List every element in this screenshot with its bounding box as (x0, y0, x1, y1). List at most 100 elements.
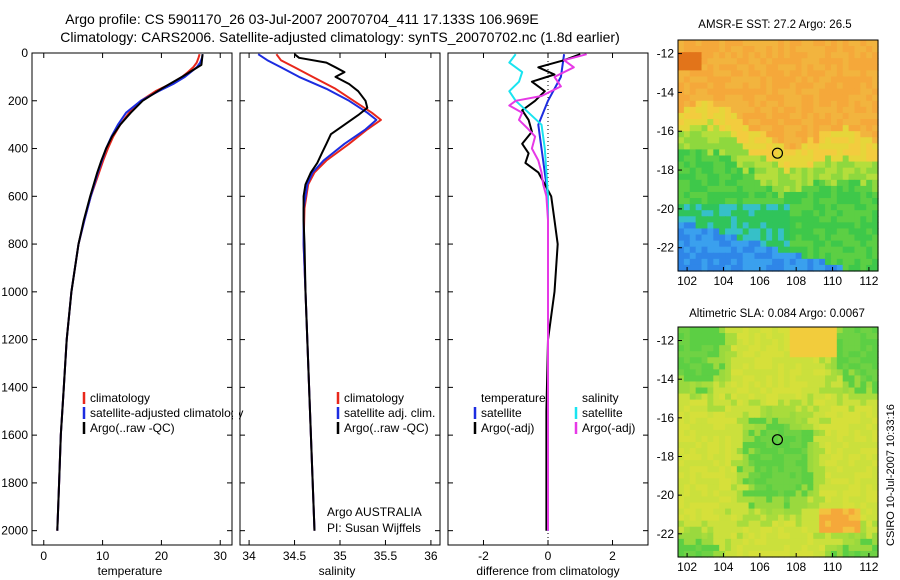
sla-map-cell (754, 514, 761, 522)
sst-map-cell (713, 70, 720, 78)
sla-map-cell (683, 538, 691, 546)
sst-map-cell (707, 198, 714, 205)
sla-map-cell (766, 363, 773, 370)
sla-map-cell (683, 387, 691, 395)
sst-map-cell (854, 112, 861, 120)
sla-map-cell (713, 417, 720, 425)
sla-map-cell (778, 526, 785, 534)
sst-map-cell (701, 125, 709, 132)
sla-map-cell (742, 544, 750, 552)
sst-map-cell (730, 246, 738, 254)
sst-map-cell (872, 167, 879, 175)
sla-map-cell (795, 369, 803, 377)
sla-map-cell (742, 478, 750, 485)
sst-map-cell (866, 204, 873, 211)
sla-map-cell (807, 532, 814, 540)
sla-map-cell (813, 502, 820, 510)
sst-map-cell (813, 88, 820, 96)
sla-map-cell (725, 454, 732, 461)
sla-map-cell (754, 351, 761, 358)
sst-map-cell (860, 179, 867, 187)
sst-map-cell (872, 216, 879, 223)
sla-map-cell (766, 393, 773, 401)
sla-map-cell (689, 417, 697, 425)
sst-map-cell (730, 185, 738, 193)
sst-map-cell (830, 149, 838, 157)
sst-map-cell (836, 252, 844, 260)
sla-map-cell (819, 369, 826, 377)
sla-map-cell (860, 460, 867, 467)
sst-map-cell (866, 46, 873, 53)
sst-map-cell (683, 58, 691, 65)
sla-map-cell (783, 538, 791, 546)
sla-map-cell (819, 466, 826, 473)
sla-map-cell (742, 496, 750, 504)
sla-map-cell (813, 544, 820, 552)
sla-map-cell (819, 357, 826, 364)
sst-map-cell (719, 179, 726, 187)
sst-map-cell (754, 149, 761, 157)
sst-map-cell (754, 46, 761, 53)
sst-map-cell (854, 40, 861, 47)
sst-map-cell (872, 258, 879, 266)
sst-map-cell (742, 240, 750, 248)
sst-map-cell (842, 100, 850, 108)
sla-map-cell (830, 538, 838, 546)
sst-map-cell (848, 94, 856, 102)
sla-map-cell (748, 460, 756, 467)
sla-map-cell (772, 532, 779, 540)
sla-map-cell (713, 466, 720, 473)
sst-map-xticklabel-5: 112 (859, 274, 878, 288)
sst-map-cell (836, 88, 844, 96)
sst-map-cell (778, 161, 785, 169)
sst-map-cell (789, 94, 797, 102)
sla-map-cell (860, 442, 867, 449)
sst-map-cell (707, 228, 714, 236)
sst-map-cell (766, 264, 773, 272)
sla-map-cell (783, 508, 791, 516)
sla-map-cell (848, 429, 856, 437)
sla-map-cell (766, 417, 773, 425)
sla-map-cell (825, 417, 832, 425)
sla-map-cell (807, 526, 814, 534)
sla-map-cell (713, 381, 720, 389)
sla-map-cell (772, 502, 779, 510)
sla-map-cell (789, 454, 797, 461)
sst-map-cell (801, 112, 809, 120)
sla-map-cell (748, 345, 756, 352)
sla-map-cell (772, 526, 779, 534)
sla-map-cell (860, 496, 867, 504)
sla-map-cell (848, 526, 856, 534)
sst-map-cell (789, 119, 797, 126)
sst-map-cell (725, 161, 732, 169)
sst-map-cell (689, 167, 697, 175)
sst-map-cell (789, 70, 797, 78)
sla-map-cell (719, 417, 726, 425)
sst-map-cell (689, 131, 697, 138)
sla-map-cell (795, 357, 803, 364)
sst-map-cell (836, 234, 844, 242)
sla-map-cell (783, 532, 791, 540)
sla-map-cell (707, 375, 714, 383)
difference-xticklabel-2: 2 (609, 549, 616, 563)
sst-map-cell (754, 125, 761, 132)
sla-map-cell (819, 478, 826, 485)
sla-map-cell (725, 417, 732, 425)
sla-map-cell (854, 411, 861, 419)
sla-map-cell (778, 351, 785, 358)
sst-map-cell (825, 94, 832, 102)
sst-map-cell (730, 46, 738, 53)
sla-map-cell (866, 520, 873, 528)
sst-map-cell (689, 58, 697, 65)
sla-map-cell (760, 460, 767, 467)
sla-map-cell (778, 429, 785, 437)
sst-map-cell (701, 119, 709, 126)
sla-map-cell (813, 478, 820, 485)
sst-map-cell (807, 58, 814, 65)
sla-map-cell (825, 502, 832, 510)
sst-map-cell (783, 179, 791, 187)
sst-map-cell (772, 210, 779, 217)
depth-yticklabel-4: 800 (8, 237, 28, 251)
sst-map-cell (754, 119, 761, 126)
sst-map-cell (695, 88, 703, 96)
